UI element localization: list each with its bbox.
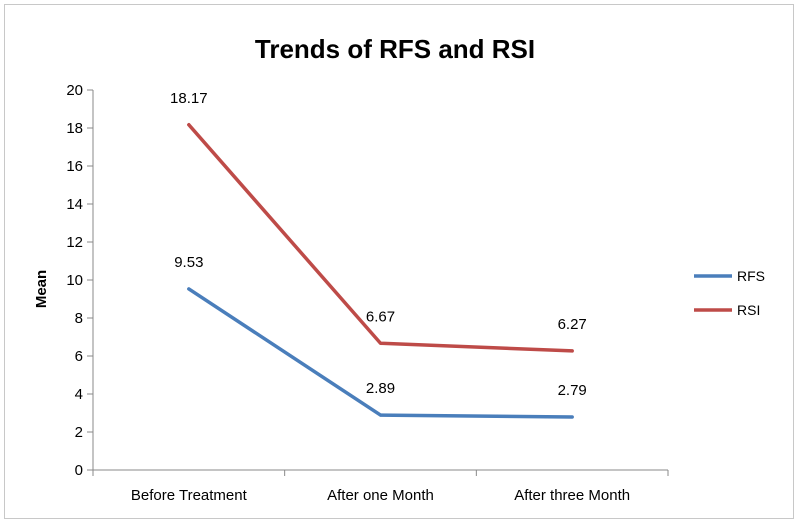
y-tick-label: 8 [75,310,83,327]
legend-label-rsi: RSI [737,302,760,318]
x-tick-label: After one Month [327,487,434,504]
x-tick-label: Before Treatment [131,487,248,504]
y-tick-label: 12 [66,234,83,251]
y-tick-label: 0 [75,462,83,479]
data-label-rsi: 18.17 [170,90,208,107]
series-lines [187,123,574,419]
axes: 0 2 4 6 8 10 12 14 16 18 20 Before Treatment After o… [66,82,669,504]
data-point-rsi [570,349,574,353]
data-label-rsi: 6.67 [366,308,395,325]
data-label-rfs: 2.79 [558,382,587,399]
data-point-rsi [187,123,191,127]
chart-title: Trends of RFS and RSI [255,34,535,64]
y-tick-label: 2 [75,424,83,441]
data-point-rfs [187,287,191,291]
y-tick-label: 14 [66,196,83,213]
y-tick-label: 16 [66,158,83,175]
data-point-rsi [379,341,382,345]
x-tick-label: After three Month [514,487,630,504]
y-axis-label: Mean [33,270,50,308]
y-tick-label: 20 [66,82,83,99]
y-tick-label: 10 [66,272,83,289]
data-label-rsi: 6.27 [558,316,587,333]
y-tick-label: 18 [66,120,83,137]
data-point-rfs [570,415,574,419]
legend: RFS RSI [694,268,765,318]
data-point-rfs [379,413,382,417]
legend-label-rfs: RFS [737,268,765,284]
data-label-rfs: 2.89 [366,380,395,397]
data-labels: 9.53 2.89 2.79 18.17 6.67 6.27 [170,90,587,399]
data-label-rfs: 9.53 [174,254,203,271]
y-tick-label: 4 [75,386,83,403]
chart-frame [4,4,794,519]
y-tick-label: 6 [75,348,83,365]
